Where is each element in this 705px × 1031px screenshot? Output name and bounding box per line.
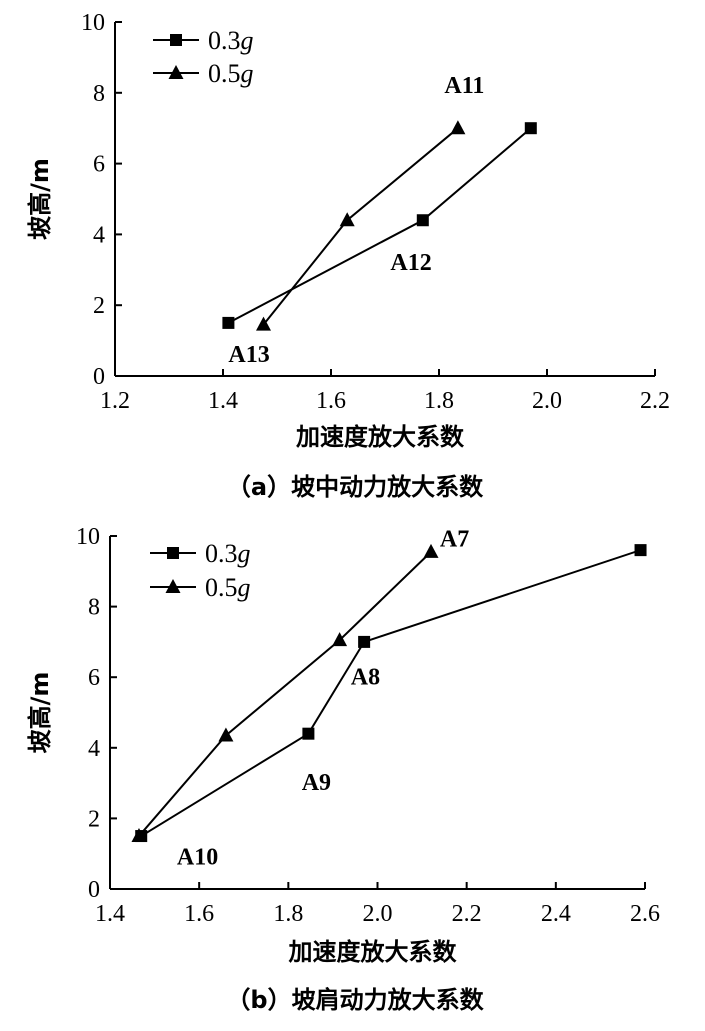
- chart-b: 1.4 1.6 1.8 2.0 2.2 2.4 2.6 0 2 4 6 8 10 加速度放大系数 坡高/m （…: [26, 524, 660, 1014]
- legend-label-value: 0.5: [208, 59, 241, 88]
- data-point: [218, 727, 234, 742]
- x-tick-label: 1.2: [100, 388, 130, 414]
- legend-label: 0.3g: [208, 26, 254, 55]
- series-square: [222, 122, 537, 329]
- data-point: [634, 544, 647, 557]
- legend-entry: 0.3g: [153, 26, 254, 55]
- x-tick-label: 1.4: [95, 901, 125, 927]
- x-tick-label: 2.6: [630, 901, 660, 927]
- y-axis-label: 坡高/m: [26, 672, 54, 754]
- series-line: [262, 127, 459, 326]
- legend-label: 0.5g: [208, 59, 254, 88]
- series-line: [140, 549, 641, 837]
- figure-caption: （b）坡肩动力放大系数: [226, 986, 484, 1014]
- series-triangle: [131, 543, 439, 843]
- legend-marker: [170, 34, 182, 46]
- data-point: [423, 543, 439, 558]
- legend-marker: [168, 65, 184, 79]
- legend-entry: 0.3g: [150, 539, 251, 568]
- point-annotation: A13: [228, 342, 269, 368]
- y-tick-label: 4: [88, 736, 100, 762]
- legend-label: 0.5g: [205, 573, 251, 602]
- x-tick-label: 1.4: [208, 388, 238, 414]
- legend-label-value: 0.5: [205, 573, 238, 602]
- chart-a: 1.2 1.4 1.6 1.8 2.0 2.2 0 2 4 6 8 10 加速度放大系数 坡高/m （a）坡…: [26, 10, 670, 501]
- data-point: [131, 828, 147, 843]
- x-tick-label: 2.2: [452, 901, 482, 927]
- x-tick-label: 2.4: [541, 901, 571, 927]
- point-annotation: A8: [351, 664, 380, 690]
- y-tick-label: 4: [93, 222, 105, 248]
- legend-label-unit: g: [241, 59, 254, 88]
- data-point: [339, 212, 355, 227]
- y-tick-label: 8: [93, 81, 105, 107]
- legend-marker: [165, 579, 181, 593]
- series-line: [227, 127, 532, 324]
- figure-caption: （a）坡中动力放大系数: [227, 473, 484, 501]
- point-annotation: A10: [177, 844, 218, 870]
- data-point: [332, 632, 348, 647]
- point-annotation: A11: [444, 73, 484, 99]
- data-point: [358, 635, 371, 648]
- y-tick-label: 10: [81, 10, 105, 36]
- y-tick-label: 2: [88, 806, 100, 832]
- legend-label-value: 0.3: [205, 539, 238, 568]
- data-point: [450, 120, 466, 135]
- x-tick-label: 2.0: [363, 901, 393, 927]
- series-square: [135, 544, 647, 843]
- x-axis-label: 加速度放大系数: [296, 423, 465, 451]
- legend-label-unit: g: [241, 26, 254, 55]
- y-tick-label: 10: [76, 524, 100, 550]
- x-tick-label: 2.2: [640, 388, 670, 414]
- legend-label: 0.3g: [205, 539, 251, 568]
- data-point: [256, 316, 271, 331]
- point-annotation: A12: [390, 250, 431, 276]
- legend-marker: [167, 547, 179, 559]
- point-annotation: A9: [302, 770, 331, 796]
- data-point: [302, 727, 315, 740]
- legend-label-unit: g: [238, 539, 251, 568]
- x-tick-label: 1.8: [424, 388, 454, 414]
- series-line: [138, 551, 432, 837]
- y-tick-label: 6: [93, 152, 105, 178]
- data-point: [222, 316, 235, 329]
- y-tick-label: 6: [88, 665, 100, 691]
- series-triangle: [256, 120, 466, 331]
- point-annotation: A7: [440, 527, 469, 553]
- x-axis-label: 加速度放大系数: [289, 938, 458, 966]
- x-tick-label: 2.0: [532, 388, 562, 414]
- y-tick-label: 0: [93, 364, 105, 390]
- x-tick-label: 1.8: [273, 901, 303, 927]
- legend-entry: 0.5g: [153, 59, 254, 88]
- y-tick-label: 8: [88, 595, 100, 621]
- y-tick-label: 0: [88, 877, 100, 903]
- data-point: [524, 122, 537, 135]
- x-tick-label: 1.6: [316, 388, 346, 414]
- legend-entry: 0.5g: [150, 573, 251, 602]
- y-tick-label: 2: [93, 293, 105, 319]
- y-axis-label: 坡高/m: [26, 158, 54, 240]
- data-point: [416, 214, 429, 227]
- legend-label-value: 0.3: [208, 26, 241, 55]
- legend-label-unit: g: [238, 573, 251, 602]
- x-tick-label: 1.6: [184, 901, 214, 927]
